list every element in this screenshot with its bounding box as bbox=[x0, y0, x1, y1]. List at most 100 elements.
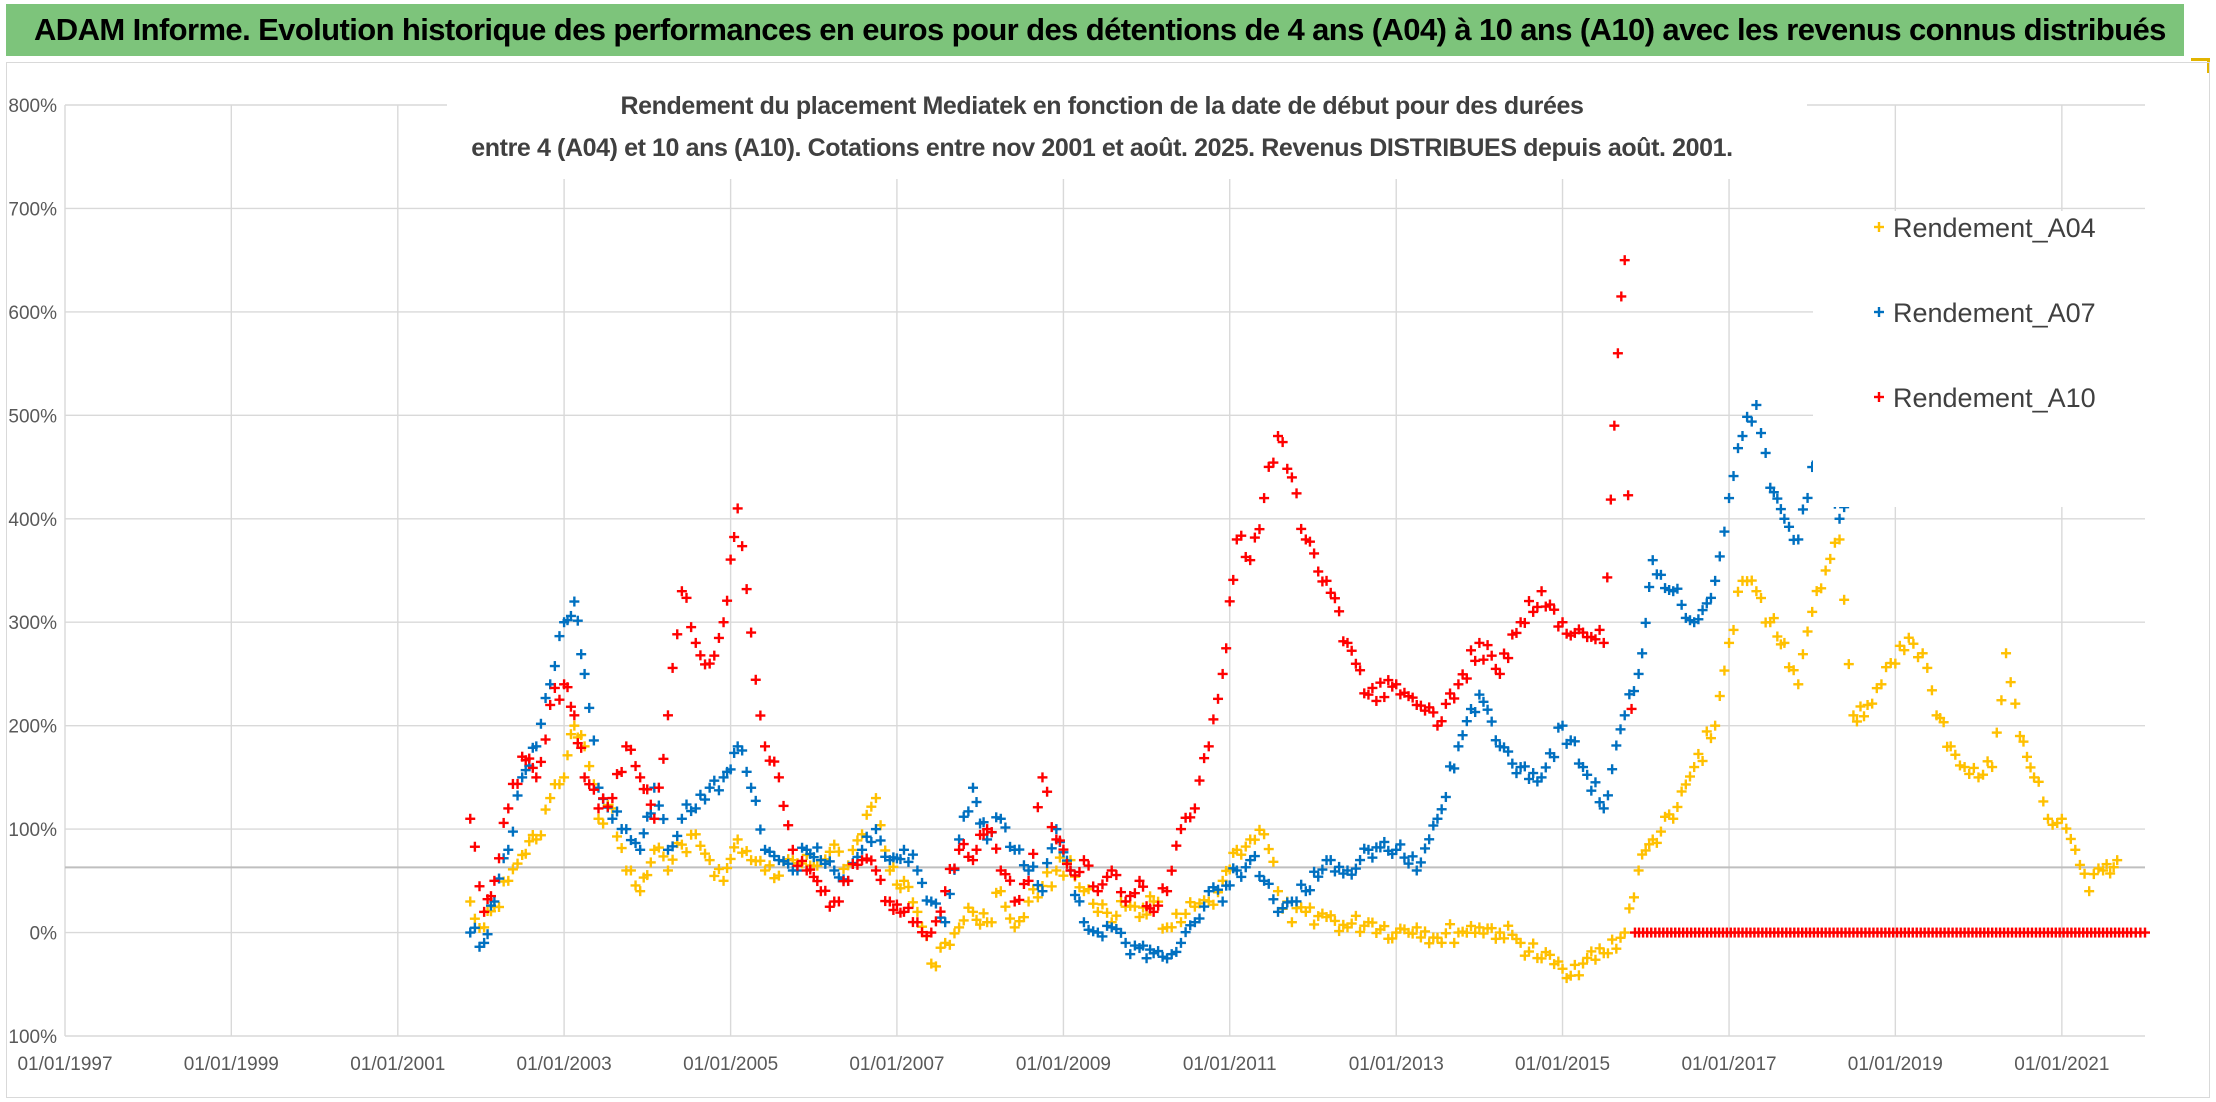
point-rendement-a10 bbox=[479, 906, 490, 917]
point-rendement-a07 bbox=[1367, 852, 1378, 863]
point-rendement-a10 bbox=[489, 875, 500, 886]
point-rendement-a07 bbox=[917, 877, 928, 888]
point-rendement-a10 bbox=[593, 803, 604, 814]
point-rendement-a10 bbox=[1199, 753, 1210, 764]
point-rendement-a04 bbox=[1350, 910, 1361, 921]
point-rendement-a04 bbox=[1236, 849, 1247, 860]
point-rendement-a10 bbox=[1605, 494, 1616, 505]
point-rendement-a04 bbox=[1676, 786, 1687, 797]
point-rendement-a04 bbox=[1705, 733, 1716, 744]
point-rendement-a04 bbox=[2025, 762, 2036, 773]
point-rendement-a10 bbox=[1371, 695, 1382, 706]
point-rendement-a10 bbox=[1273, 431, 1284, 442]
point-rendement-a04 bbox=[1259, 829, 1270, 840]
point-rendement-a04 bbox=[1834, 534, 1845, 545]
point-rendement-a04 bbox=[645, 857, 656, 868]
point-rendement-a10 bbox=[1185, 812, 1196, 823]
point-rendement-a07 bbox=[1213, 884, 1224, 895]
point-rendement-a10 bbox=[569, 710, 580, 721]
x-tick-label: 01/01/1999 bbox=[184, 1054, 279, 1075]
y-axis-ticks: - 100% 0% 100% 200% 300% 400% 500% 600% 700% 800% bbox=[7, 96, 57, 1048]
point-rendement-a07 bbox=[1420, 843, 1431, 854]
point-rendement-a04 bbox=[847, 844, 858, 855]
point-rendement-a10 bbox=[812, 876, 823, 887]
point-rendement-a10 bbox=[709, 650, 720, 661]
point-rendement-a04 bbox=[2010, 698, 2021, 709]
point-rendement-a07 bbox=[1470, 707, 1481, 718]
point-rendement-a10 bbox=[725, 554, 736, 565]
point-rendement-a10 bbox=[1058, 844, 1069, 855]
point-rendement-a10 bbox=[465, 813, 476, 824]
point-rendement-a10 bbox=[954, 844, 965, 855]
point-rendement-a07 bbox=[1355, 855, 1366, 866]
x-tick-label: 01/01/1997 bbox=[17, 1054, 112, 1075]
point-rendement-a07 bbox=[1511, 768, 1522, 779]
point-rendement-a07 bbox=[1490, 735, 1501, 746]
point-rendement-a10 bbox=[986, 827, 997, 838]
point-rendement-a07 bbox=[681, 799, 692, 810]
point-rendement-a04 bbox=[1436, 937, 1447, 948]
point-rendement-a07 bbox=[1074, 896, 1085, 907]
point-rendement-a10 bbox=[1203, 741, 1214, 752]
point-rendement-a04 bbox=[958, 915, 969, 926]
point-rendement-a04 bbox=[598, 818, 609, 829]
point-rendement-a07 bbox=[1194, 913, 1205, 924]
point-rendement-a04 bbox=[2093, 863, 2104, 874]
point-rendement-a07 bbox=[954, 834, 965, 845]
point-rendement-a04 bbox=[520, 848, 531, 859]
point-rendement-a07 bbox=[1083, 924, 1094, 935]
point-rendement-a07 bbox=[540, 693, 551, 704]
point-rendement-a10 bbox=[549, 682, 560, 693]
point-rendement-a04 bbox=[1268, 856, 1279, 867]
point-rendement-a07 bbox=[1507, 758, 1518, 769]
point-rendement-a07 bbox=[1436, 804, 1447, 815]
point-rendement-a07 bbox=[1249, 851, 1260, 862]
point-rendement-a10 bbox=[1023, 875, 1034, 886]
point-rendement-a07 bbox=[489, 896, 500, 907]
point-rendement-a10 bbox=[1009, 896, 1020, 907]
point-rendement-a10 bbox=[598, 793, 609, 804]
point-rendement-a10 bbox=[531, 772, 542, 783]
point-rendement-a04 bbox=[1954, 760, 1965, 771]
point-rendement-a04 bbox=[2014, 731, 2025, 742]
point-rendement-a07 bbox=[1440, 791, 1451, 802]
point-rendement-a04 bbox=[1523, 946, 1534, 957]
legend-marker-rendement-a10 bbox=[1874, 392, 1884, 402]
point-rendement-a10 bbox=[1083, 860, 1094, 871]
point-rendement-a07 bbox=[1180, 927, 1191, 938]
point-rendement-a04 bbox=[1655, 826, 1666, 837]
point-rendement-a10 bbox=[1355, 665, 1366, 676]
point-rendement-a07 bbox=[895, 854, 906, 865]
point-rendement-a04 bbox=[2079, 868, 2090, 879]
point-rendement-a04 bbox=[576, 730, 587, 741]
point-rendement-a10 bbox=[1590, 634, 1601, 645]
point-rendement-a10 bbox=[1189, 803, 1200, 814]
point-rendement-a04 bbox=[1903, 632, 1914, 643]
point-rendement-a10 bbox=[1005, 875, 1016, 886]
point-rendement-a10 bbox=[1213, 693, 1224, 704]
point-rendement-a04 bbox=[773, 870, 784, 881]
point-rendement-a04 bbox=[616, 843, 627, 854]
point-rendement-a10 bbox=[1503, 653, 1514, 664]
point-rendement-a07 bbox=[1379, 836, 1390, 847]
point-rendement-a04 bbox=[1867, 698, 1878, 709]
point-rendement-a07 bbox=[1710, 575, 1721, 586]
point-rendement-a04 bbox=[1440, 928, 1451, 939]
point-rendement-a10 bbox=[797, 855, 808, 866]
corner-mark bbox=[2191, 58, 2210, 73]
point-rendement-a04 bbox=[1536, 953, 1547, 964]
point-rendement-a04 bbox=[1553, 956, 1564, 967]
point-rendement-a04 bbox=[1180, 908, 1191, 919]
point-rendement-a07 bbox=[1428, 820, 1439, 831]
point-rendement-a10 bbox=[1424, 702, 1435, 713]
point-rendement-a04 bbox=[2074, 859, 2085, 870]
point-rendement-a07 bbox=[1760, 447, 1771, 458]
legend-marker-rendement-a07 bbox=[1874, 307, 1884, 317]
point-rendement-a04 bbox=[1582, 952, 1593, 963]
point-rendement-a07 bbox=[1078, 917, 1089, 928]
point-rendement-a10 bbox=[1236, 530, 1247, 541]
point-rendement-a10 bbox=[1494, 668, 1505, 679]
point-rendement-a10 bbox=[676, 586, 687, 597]
y-tick-label: 600% bbox=[8, 303, 57, 324]
point-rendement-a07 bbox=[635, 844, 646, 855]
